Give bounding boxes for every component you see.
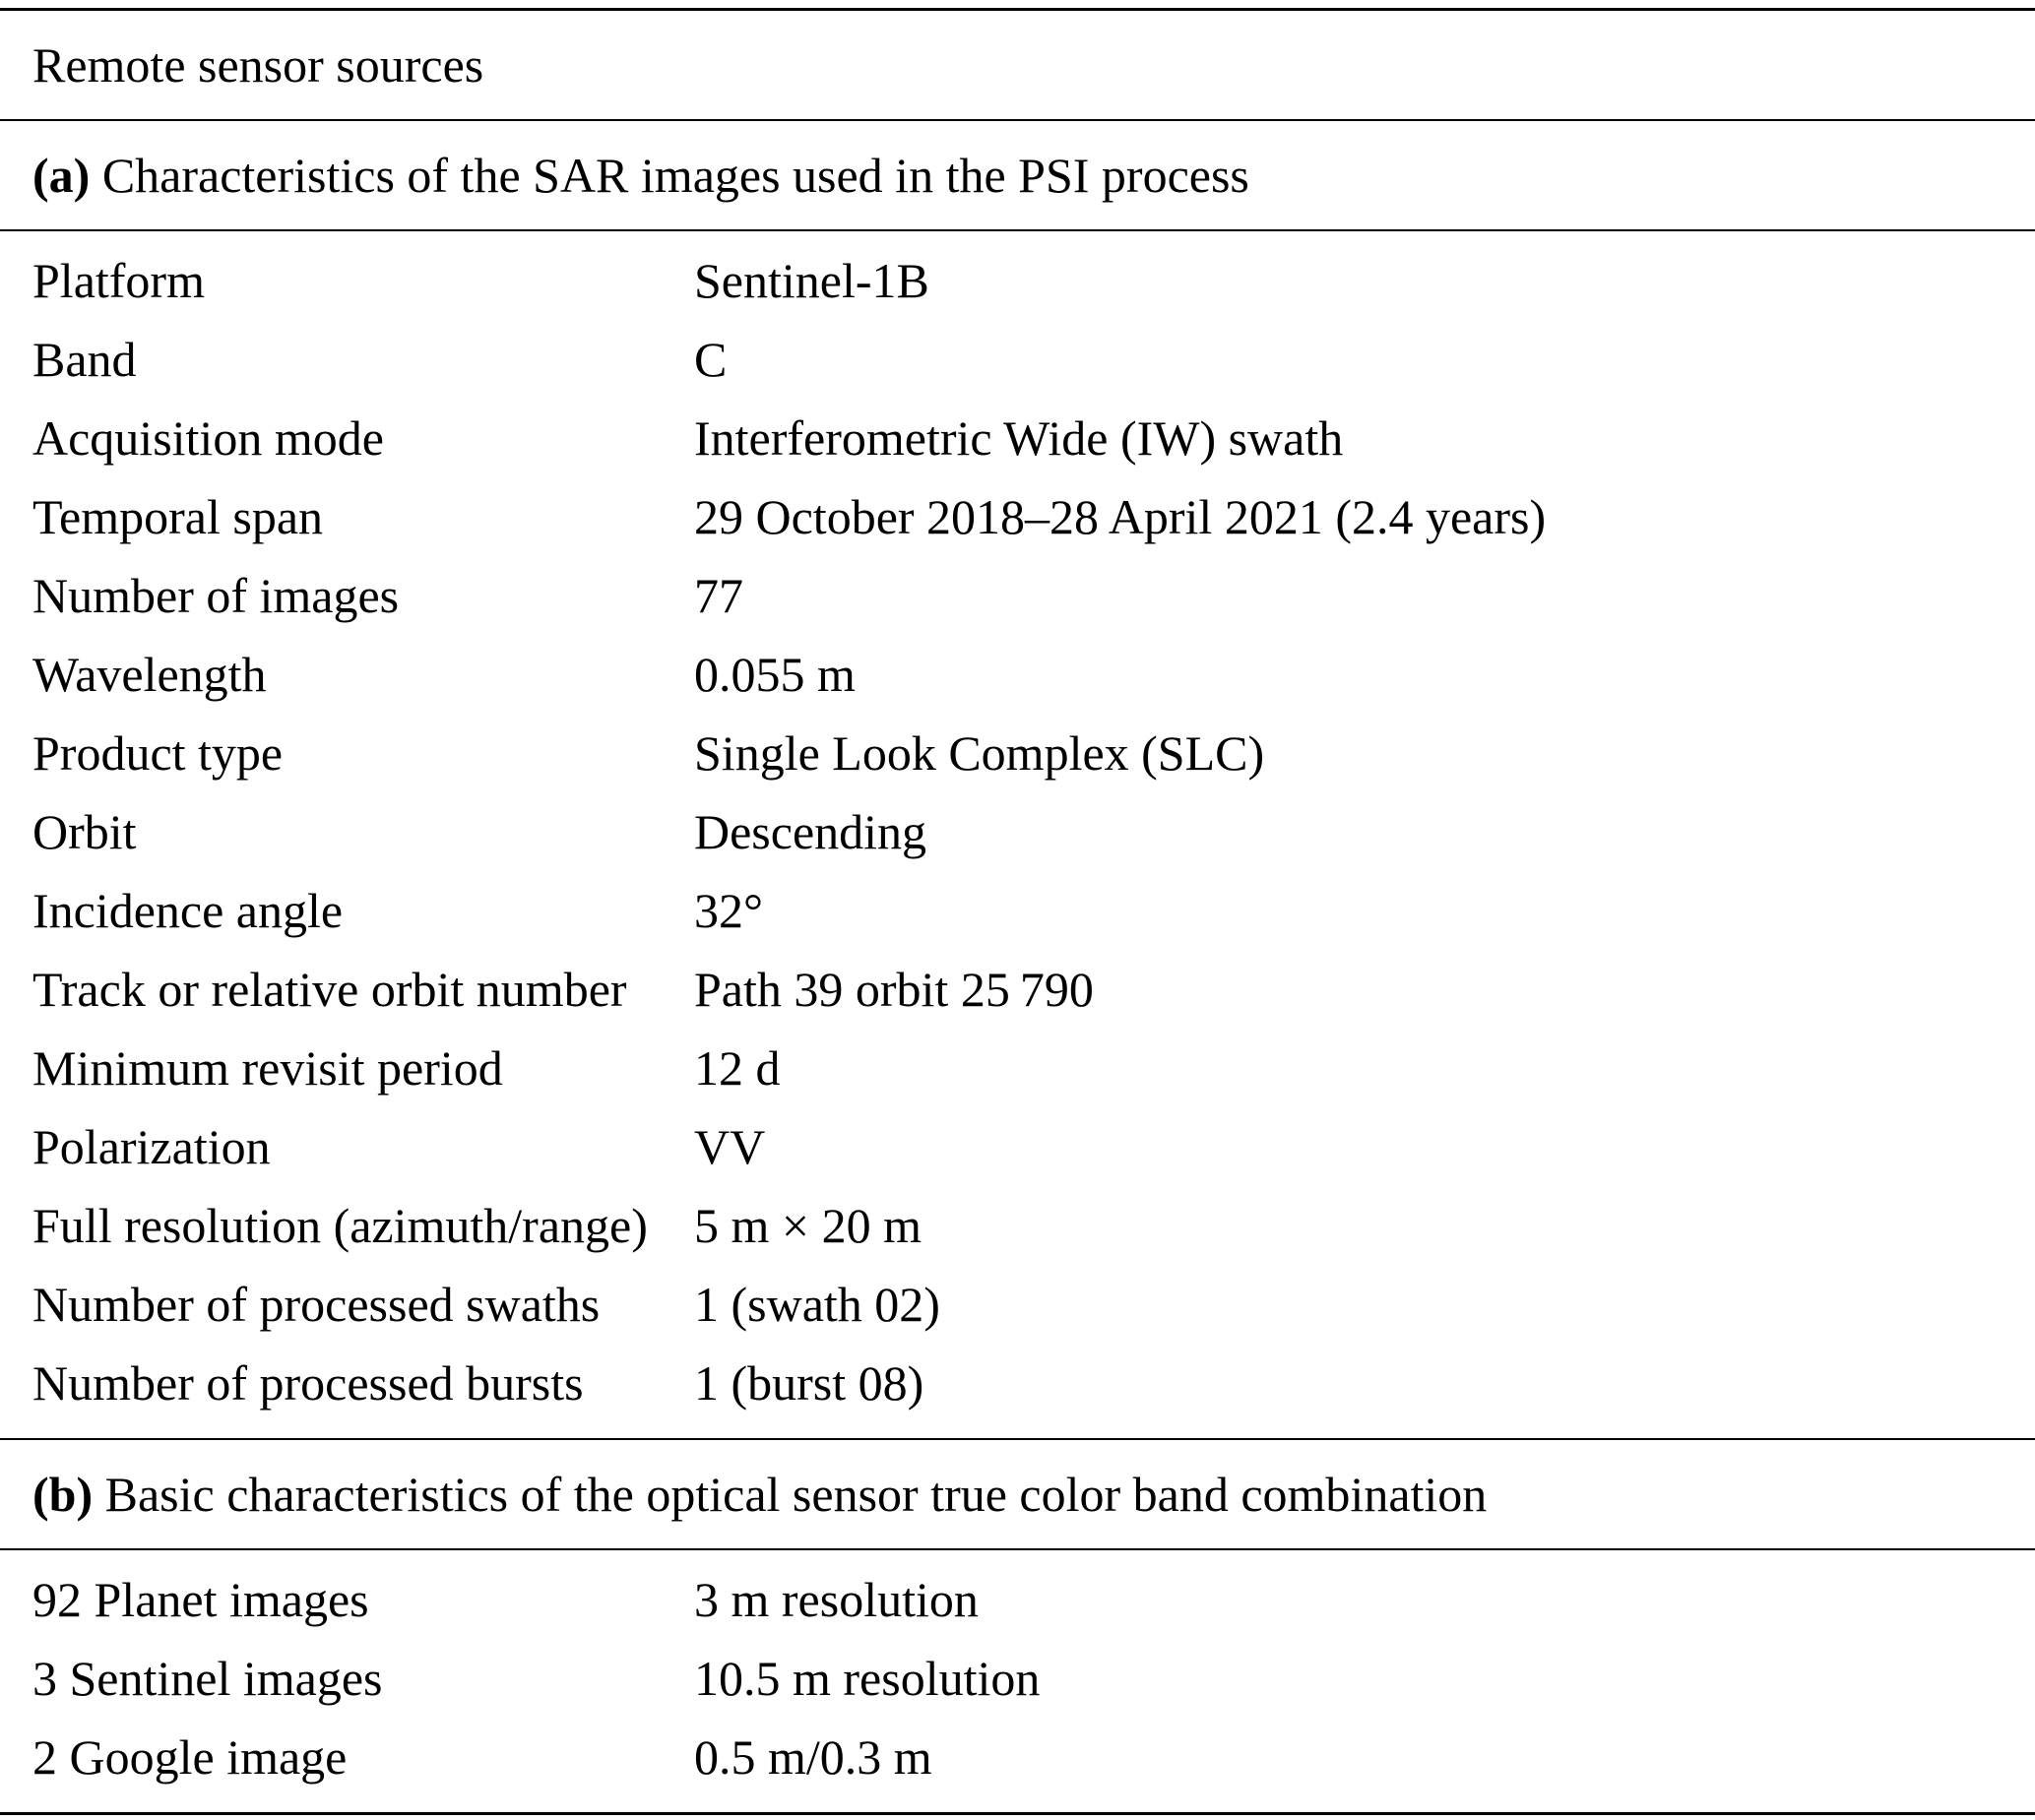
- table-row: Wavelength 0.055 m: [0, 635, 2035, 714]
- row-key: Acquisition mode: [32, 410, 384, 466]
- row-key: Track or relative orbit number: [32, 962, 627, 1017]
- table-row: Product type Single Look Complex (SLC): [0, 714, 2035, 792]
- table-row: Number of processed bursts 1 (burst 08): [0, 1344, 2035, 1422]
- table-row: Orbit Descending: [0, 792, 2035, 871]
- table-sections: (a) Characteristics of the SAR images us…: [0, 121, 2035, 1815]
- row-key: Temporal span: [32, 489, 324, 544]
- table-row: 3 Sentinel images 10.5 m resolution: [0, 1639, 2035, 1718]
- table-row: 92 Planet images 3 m resolution: [0, 1560, 2035, 1639]
- table-row: Track or relative orbit number Path 39 o…: [0, 950, 2035, 1029]
- table-row: Incidence angle 32°: [0, 871, 2035, 950]
- row-key: Minimum revisit period: [32, 1040, 503, 1096]
- section-rows: Platform Sentinel-1B Band C Acquisition …: [0, 231, 2035, 1438]
- row-key: Platform: [32, 253, 205, 308]
- row-value: 5 m × 20 m: [694, 1198, 922, 1253]
- section-heading: Basic characteristics of the optical sen…: [104, 1467, 1488, 1522]
- row-value: VV: [694, 1119, 766, 1174]
- section-label: (a): [32, 148, 91, 203]
- row-value: 0.5 m/0.3 m: [694, 1729, 932, 1785]
- row-value: 1 (burst 08): [694, 1355, 924, 1411]
- table-section: (a) Characteristics of the SAR images us…: [0, 121, 2035, 1440]
- top-rule: [0, 8, 2035, 11]
- section-header: (a) Characteristics of the SAR images us…: [0, 121, 2035, 229]
- row-value: Single Look Complex (SLC): [694, 725, 1265, 781]
- table-row: Polarization VV: [0, 1107, 2035, 1186]
- row-key: Incidence angle: [32, 883, 344, 938]
- row-value: 0.055 m: [694, 647, 856, 702]
- row-value: C: [694, 332, 728, 387]
- row-value: 77: [694, 568, 743, 623]
- row-value: Sentinel-1B: [694, 253, 929, 308]
- row-value: 1 (swath 02): [694, 1277, 940, 1332]
- row-key: 92 Planet images: [32, 1572, 369, 1627]
- table-row: Band C: [0, 320, 2035, 399]
- row-key: Full resolution (azimuth/range): [32, 1198, 648, 1253]
- section-bottom-rule: [0, 1812, 2035, 1815]
- table-row: Temporal span 29 October 2018–28 April 2…: [0, 477, 2035, 556]
- row-value: 3 m resolution: [694, 1572, 979, 1627]
- row-key: Wavelength: [32, 647, 267, 702]
- table-row: 2 Google image 0.5 m/0.3 m: [0, 1718, 2035, 1796]
- table-row: Minimum revisit period 12 d: [0, 1029, 2035, 1107]
- row-key: Number of processed swaths: [32, 1277, 601, 1332]
- section-header-rule: [0, 229, 2035, 231]
- table-row: Full resolution (azimuth/range) 5 m × 20…: [0, 1186, 2035, 1265]
- row-key: 3 Sentinel images: [32, 1651, 383, 1706]
- row-key: Number of images: [32, 568, 400, 623]
- table-row: Platform Sentinel-1B: [0, 241, 2035, 320]
- table-row: Number of images 77: [0, 556, 2035, 635]
- section-header-rule: [0, 1548, 2035, 1550]
- row-value: Descending: [694, 804, 927, 859]
- row-key: Band: [32, 332, 137, 387]
- section-header: (b) Basic characteristics of the optical…: [0, 1440, 2035, 1548]
- section-label: (b): [32, 1467, 94, 1522]
- row-key: Polarization: [32, 1119, 271, 1174]
- section-bottom-rule: [0, 1438, 2035, 1440]
- table-section: (b) Basic characteristics of the optical…: [0, 1440, 2035, 1815]
- table-row: Acquisition mode Interferometric Wide (I…: [0, 399, 2035, 477]
- row-key: Product type: [32, 725, 284, 781]
- table-title: Remote sensor sources: [32, 37, 484, 93]
- row-key: Number of processed bursts: [32, 1355, 584, 1411]
- row-value: 10.5 m resolution: [694, 1651, 1041, 1706]
- row-value: 12 d: [694, 1040, 781, 1096]
- row-value: Interferometric Wide (IW) swath: [694, 410, 1344, 466]
- row-key: 2 Google image: [32, 1729, 348, 1785]
- row-key: Orbit: [32, 804, 137, 859]
- row-value: 29 October 2018–28 April 2021 (2.4 years…: [694, 489, 1547, 544]
- table-row: Number of processed swaths 1 (swath 02): [0, 1265, 2035, 1344]
- section-heading: Characteristics of the SAR images used i…: [101, 148, 1249, 203]
- row-value: 32°: [694, 883, 763, 938]
- title-bottom-rule: [0, 119, 2035, 121]
- section-rows: 92 Planet images 3 m resolution 3 Sentin…: [0, 1550, 2035, 1812]
- row-value: Path 39 orbit 25 790: [694, 962, 1094, 1017]
